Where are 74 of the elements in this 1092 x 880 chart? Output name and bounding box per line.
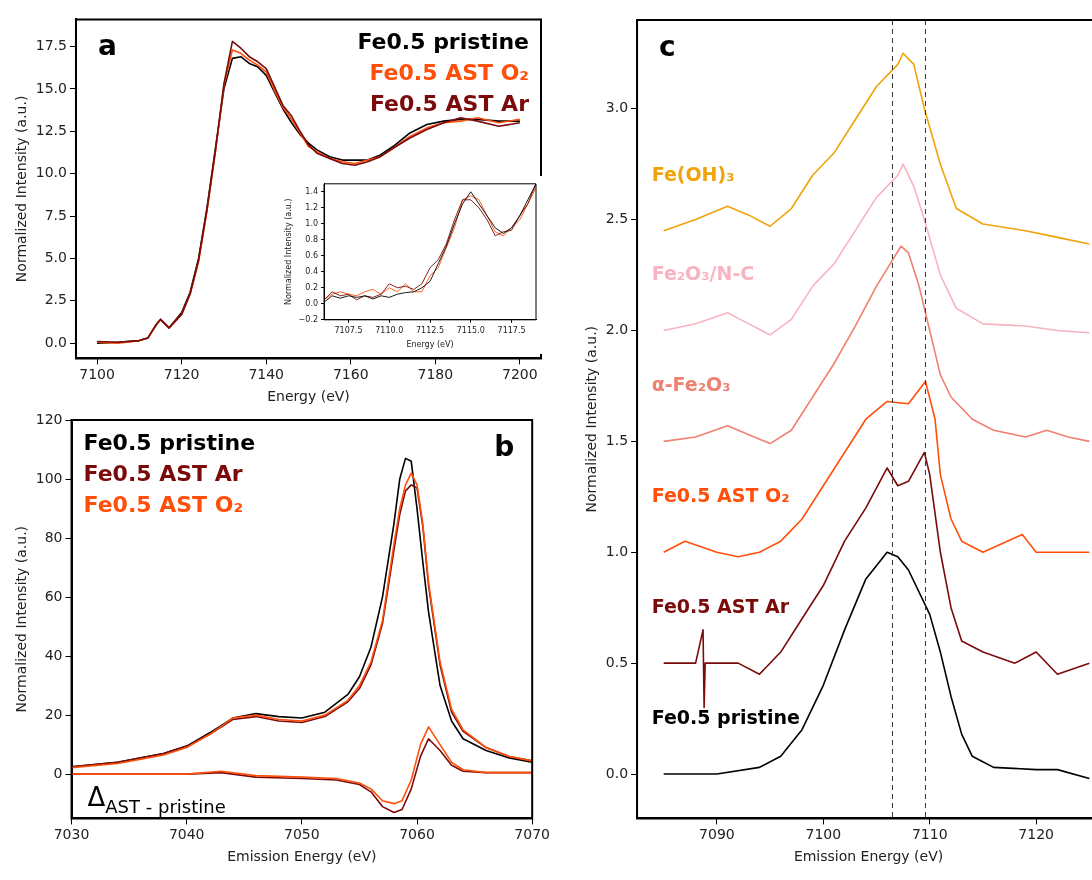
series-label: Fe0.5 AST Ar: [651, 595, 790, 618]
x-axis-title: Energy (eV): [267, 388, 350, 405]
y-tick-label: 2.5: [44, 291, 67, 308]
y-tick-label: 1.2: [305, 202, 319, 212]
y-axis-title: Normalized Intensity (a.u.): [283, 198, 293, 306]
x-tick-label: 7100: [805, 826, 842, 843]
y-tick-label: 0.4: [305, 266, 319, 276]
series-label: Fe0.5 AST Ar: [369, 91, 530, 116]
x-tick-label: 7070: [514, 826, 551, 843]
x-tick-label: 7180: [417, 366, 454, 383]
y-tick-label: 5.0: [44, 249, 67, 266]
x-tick-label: 7050: [284, 826, 320, 843]
y-tick-label: 0.8: [305, 234, 319, 244]
x-tick-label: 7030: [53, 826, 90, 843]
y-tick-label: 1.5: [605, 432, 629, 449]
y-tick-label: 1.0: [305, 218, 319, 228]
series-label: Fe0.5 pristine: [651, 706, 800, 729]
y-tick-label: 2.0: [605, 321, 629, 338]
y-tick-label: 40: [44, 646, 63, 663]
y-tick-label: 0.2: [305, 282, 319, 292]
y-tick-label: 1.0: [605, 542, 629, 559]
text: Fe0.5 pristine: [83, 430, 256, 455]
x-axis-title: Emission Energy (eV): [793, 848, 944, 865]
x-tick-label: 7160: [332, 366, 369, 383]
y-tick-label: 2.5: [605, 210, 629, 227]
y-tick-label: −0.2: [298, 314, 319, 324]
x-tick-label: 7120: [163, 366, 200, 383]
x-tick-label: 7110: [911, 826, 948, 843]
y-tick-label: 20: [44, 705, 63, 722]
x-axis-title: Emission Energy (eV): [227, 848, 377, 865]
y-tick-label: 0.0: [44, 333, 67, 350]
y-tick-label: 0: [53, 764, 63, 781]
y-tick-label: 0.0: [305, 298, 319, 308]
x-tick-label: 7115.0: [456, 325, 485, 335]
y-axis-title: Normalized Intensity (a.u.): [13, 525, 30, 713]
x-tick-label: 7117.5: [497, 325, 526, 335]
series-label: Fe₂O₃/N-C: [651, 262, 755, 285]
y-tick-label: 0.5: [605, 653, 629, 670]
x-tick-label: 7120: [1018, 826, 1054, 843]
x-tick-label: 7100: [79, 366, 115, 383]
series-label: Fe0.5 AST O₂: [369, 60, 530, 86]
text: Fe0.5 AST O₂: [83, 491, 244, 517]
y-tick-label: 80: [44, 528, 63, 545]
x-tick-label: 7090: [699, 826, 735, 843]
y-tick-label: 0.6: [305, 250, 319, 260]
y-tick-label: 17.5: [35, 37, 67, 54]
x-tick-label: 7140: [248, 366, 285, 383]
text: Fe0.5 AST Ar: [83, 460, 243, 486]
x-tick-label: 7112.5: [416, 325, 445, 335]
text: Fe0.5 pristine: [357, 29, 530, 55]
annotation: b: [494, 430, 515, 463]
y-axis-title: Normalized Intensity (a.u.): [583, 325, 600, 513]
y-tick-label: 3.0: [605, 99, 629, 116]
x-tick-label: 7110.0: [375, 325, 404, 335]
y-tick-label: 10.0: [35, 164, 67, 181]
annotation: c: [659, 30, 676, 63]
x-axis-title: Energy (eV): [406, 340, 454, 350]
y-tick-label: 120: [35, 410, 63, 427]
y-tick-label: 1.4: [305, 186, 319, 196]
x-tick-label: 7200: [502, 366, 538, 383]
y-tick-label: 12.5: [35, 121, 67, 138]
x-tick-label: 7107.5: [334, 325, 363, 335]
y-tick-label: 60: [44, 587, 63, 604]
annotation: a: [97, 29, 117, 63]
series-label: Fe0.5 AST O₂: [651, 484, 790, 507]
series-label: Fe(OH)₃: [651, 162, 735, 185]
y-tick-label: 15.0: [35, 79, 67, 96]
y-axis-title: Normalized Intensity (a.u.): [13, 95, 30, 283]
y-tick-label: 0.0: [605, 764, 629, 781]
x-tick-label: 7040: [168, 826, 205, 843]
series-label: α-Fe₂O₃: [651, 373, 731, 396]
x-tick-label: 7060: [399, 826, 435, 843]
y-tick-label: 7.5: [44, 206, 67, 223]
y-tick-label: 100: [35, 469, 63, 486]
